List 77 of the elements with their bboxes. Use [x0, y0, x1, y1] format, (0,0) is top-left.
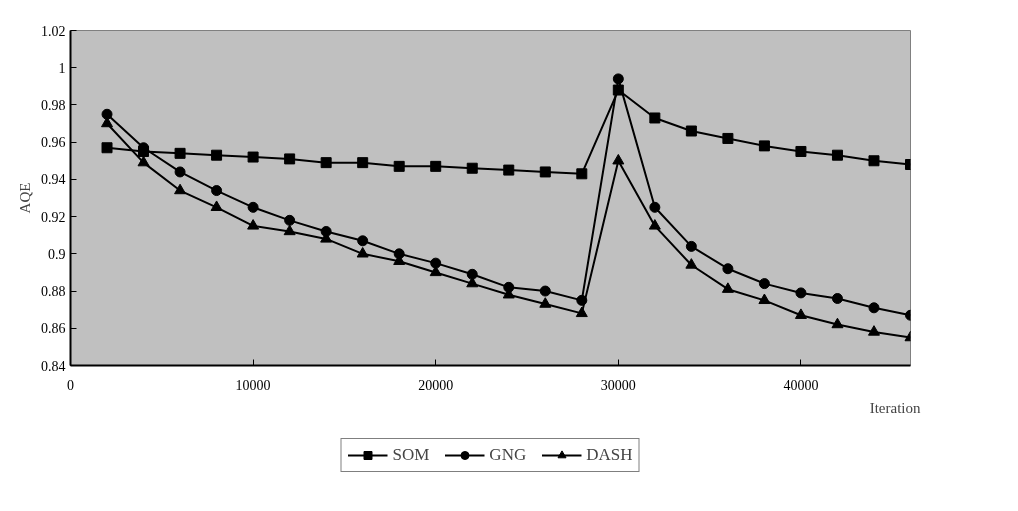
- y-axis-title: AQE: [17, 182, 33, 214]
- legend-label: GNG: [489, 445, 527, 465]
- point: [721, 282, 734, 293]
- point: [868, 302, 880, 314]
- y-tick-label: 1: [58, 60, 66, 76]
- point: [575, 306, 588, 318]
- point: [247, 219, 260, 230]
- x-axis-title: Iteration: [869, 399, 921, 416]
- point: [612, 84, 624, 96]
- point: [758, 293, 771, 305]
- y-tick-label: 0.9: [48, 246, 66, 262]
- point: [576, 294, 588, 306]
- point: [831, 149, 843, 161]
- point: [539, 297, 552, 308]
- point: [649, 112, 661, 124]
- x-tick-label: 10000: [235, 377, 271, 393]
- point: [539, 285, 551, 297]
- point: [795, 287, 807, 299]
- point: [503, 164, 515, 176]
- point: [722, 132, 734, 144]
- point: [794, 308, 807, 319]
- y-tick-label: 0.88: [41, 284, 66, 300]
- x-tick-label: 20000: [418, 377, 454, 393]
- point: [612, 73, 624, 85]
- point: [430, 257, 442, 269]
- point: [648, 219, 661, 230]
- y-tick-label: 0.86: [41, 321, 66, 337]
- point: [831, 293, 843, 304]
- point: [393, 160, 405, 172]
- point: [868, 155, 880, 167]
- point: [247, 201, 259, 213]
- point: [430, 160, 442, 172]
- point: [539, 166, 551, 178]
- point: [685, 258, 698, 269]
- point: [211, 149, 223, 161]
- point: [466, 162, 478, 174]
- point: [867, 325, 880, 336]
- point: [101, 142, 113, 154]
- point: [685, 125, 697, 137]
- point: [211, 185, 223, 197]
- y-tick-label: 0.94: [41, 172, 66, 188]
- y-tick-label: 0.98: [41, 97, 66, 113]
- point: [356, 246, 369, 258]
- x-tick-label: 30000: [600, 377, 636, 393]
- point: [284, 153, 296, 165]
- point: [466, 268, 478, 280]
- point: [722, 263, 734, 275]
- point: [247, 151, 259, 163]
- point: [831, 317, 844, 329]
- point: [795, 145, 807, 157]
- point: [576, 168, 588, 180]
- y-tick-label: 0.92: [41, 209, 66, 225]
- point: [284, 214, 296, 226]
- legend-label: SOM: [392, 445, 430, 465]
- point: [101, 108, 113, 120]
- point: [210, 200, 223, 211]
- point: [685, 240, 697, 252]
- point: [174, 166, 186, 178]
- legend-label: DASH: [586, 445, 633, 465]
- point: [320, 157, 332, 169]
- point: [357, 157, 369, 169]
- point: [649, 201, 661, 213]
- x-tick-label: 0: [67, 377, 74, 393]
- point: [758, 140, 770, 152]
- point: [174, 147, 186, 159]
- y-tick-label: 0.96: [41, 135, 66, 151]
- point: [283, 224, 296, 236]
- x-tick-label: 40000: [783, 377, 819, 393]
- point: [758, 278, 770, 290]
- point: [393, 248, 405, 260]
- y-tick-label: 1.02: [41, 23, 66, 39]
- point: [612, 153, 625, 165]
- point: [174, 183, 187, 195]
- y-tick-label: 0.84: [41, 358, 66, 374]
- point: [357, 235, 369, 247]
- point: [320, 226, 332, 237]
- point: [503, 281, 515, 293]
